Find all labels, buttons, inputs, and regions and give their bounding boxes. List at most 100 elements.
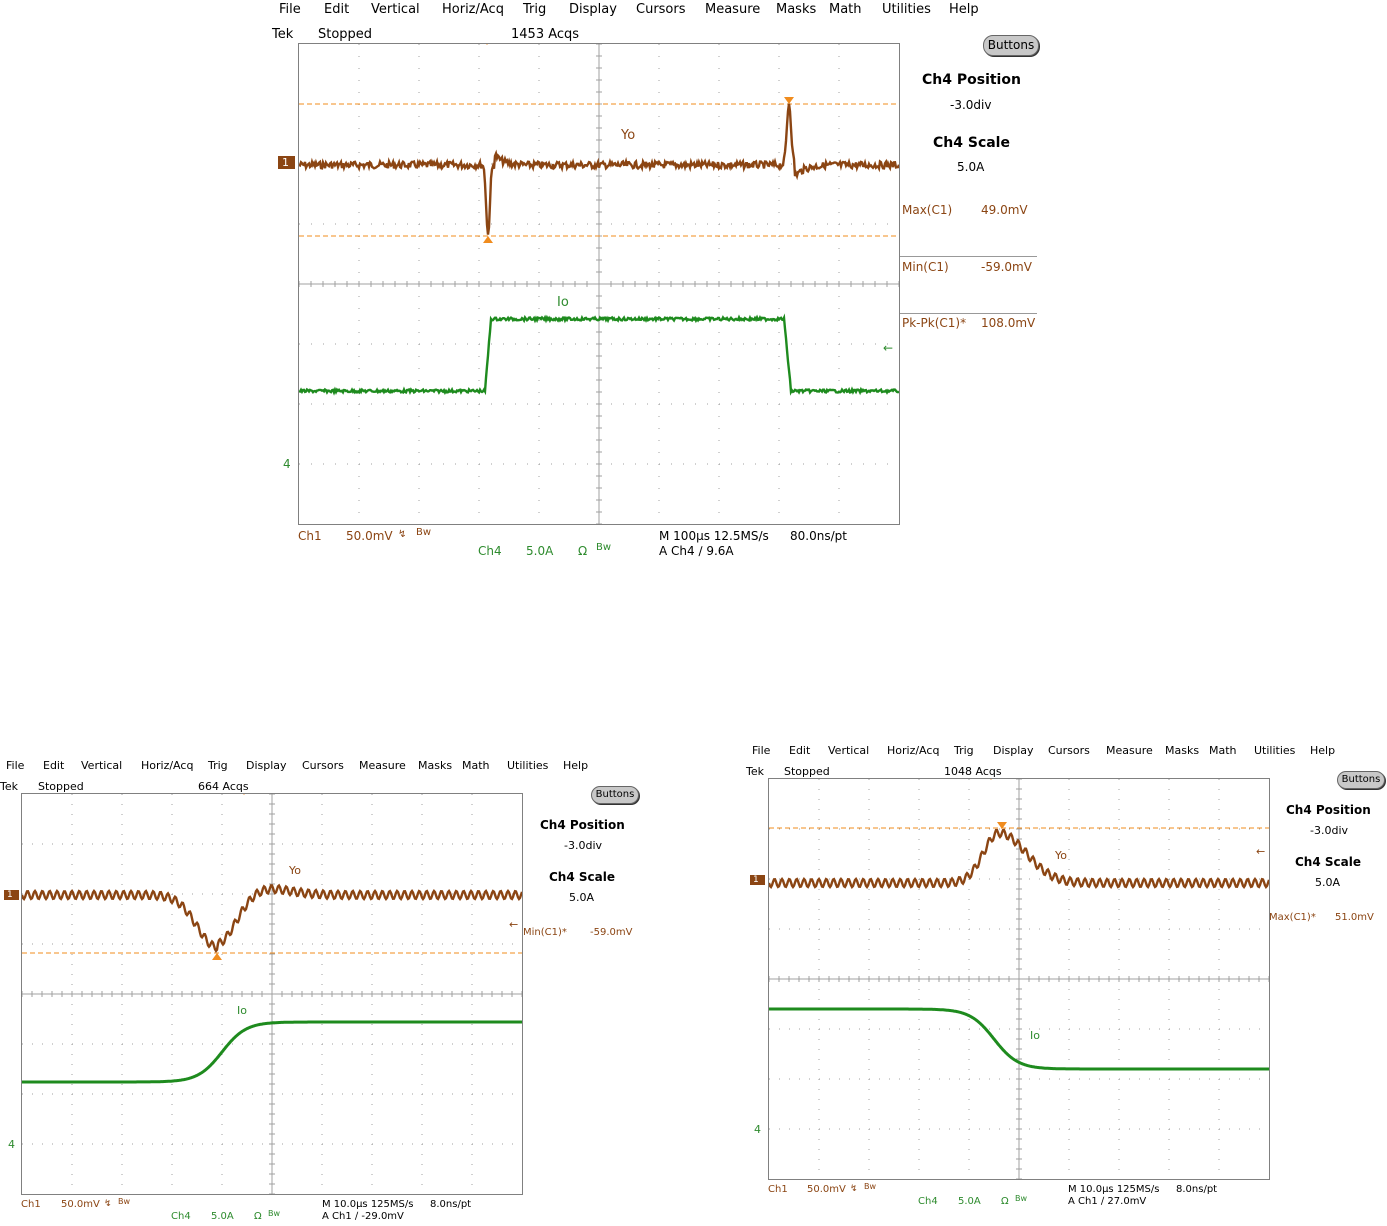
ch4-scale-readout[interactable]: 5.0A [211, 1211, 234, 1222]
ch4-scale-readout[interactable]: 5.0A [526, 544, 554, 558]
menu-math[interactable]: Math [462, 759, 490, 772]
measurement-min-name[interactable]: Min(C1) [902, 260, 949, 274]
menu-edit[interactable]: Edit [789, 744, 811, 757]
menu-display[interactable]: Display [246, 759, 287, 772]
graticule [768, 778, 1270, 1180]
menu-horiz-acq[interactable]: Horiz/Acq [442, 2, 504, 17]
menu-masks[interactable]: Masks [418, 759, 453, 772]
menu-measure[interactable]: Measure [359, 759, 406, 772]
side-panel: Ch4 Position -3.0div Ch4 Scale 5.0A [522, 810, 642, 970]
ch1-readout-label[interactable]: Ch1 [21, 1199, 41, 1210]
menu-masks[interactable]: Masks [776, 2, 817, 17]
menu-math[interactable]: Math [829, 2, 862, 17]
menu-cursors[interactable]: Cursors [1048, 744, 1090, 757]
measurement-max-name[interactable]: Max(C1) [902, 203, 953, 217]
ch1-readout-label[interactable]: Ch1 [768, 1184, 788, 1195]
ch4-ground-marker[interactable]: 4 [8, 1138, 15, 1151]
menu-measure[interactable]: Measure [705, 2, 761, 17]
ch1-trigger-level-arrow[interactable]: ← [509, 918, 519, 931]
ch1-readout-label[interactable]: Ch1 [298, 529, 322, 543]
menu-utilities[interactable]: Utilities [882, 2, 931, 17]
ch4-bw-limit-label: Bw [596, 542, 612, 553]
measurement-pkpk-name[interactable]: Pk-Pk(C1)* [902, 316, 967, 330]
menu-masks[interactable]: Masks [1165, 744, 1200, 757]
measurement-divider [900, 256, 1037, 257]
ch4-readout-label[interactable]: Ch4 [478, 544, 502, 558]
menu-edit[interactable]: Edit [43, 759, 65, 772]
ch4-scale-title: Ch4 Scale [933, 135, 1010, 151]
status-line: Tek Stopped 1048 Acqs [742, 765, 1142, 779]
readout-footer: Ch1 50.0mV ↯ Bw Ch4 5.0A Ω Bw M 10.0µs 1… [742, 1182, 1387, 1210]
ch1-scale-readout[interactable]: 50.0mV [807, 1184, 846, 1195]
acq-state: Stopped [318, 27, 373, 42]
ch4-scale-title: Ch4 Scale [549, 870, 615, 884]
timebase-readout[interactable]: M 10.0µs 125MS/s [322, 1199, 414, 1210]
ch4-readout-label[interactable]: Ch4 [918, 1196, 938, 1207]
cursor-marker [997, 822, 1007, 829]
buttons-button[interactable]: Buttons [591, 786, 639, 804]
menu-vertical[interactable]: Vertical [371, 2, 420, 17]
menu-file[interactable]: File [752, 744, 771, 757]
menu-help[interactable]: Help [949, 2, 979, 17]
menu-vertical[interactable]: Vertical [81, 759, 123, 772]
ch1-coupling-icon: ↯ [398, 529, 407, 540]
ch1-scale-readout[interactable]: 50.0mV [61, 1199, 100, 1210]
trigger-readout[interactable]: A Ch4 ∕ 9.6A [659, 544, 734, 558]
readout-footer: Ch1 50.0mV ↯ Bw Ch4 5.0A Ω Bw M 100µs 12… [0, 527, 1000, 561]
menu-help[interactable]: Help [1310, 744, 1336, 757]
scope-load-step-down-10us: File Edit Vertical Horiz/Acq Trig Displa… [742, 740, 1387, 1226]
ch4-readout-label[interactable]: Ch4 [171, 1211, 191, 1222]
menu-display[interactable]: Display [569, 2, 617, 17]
timebase-readout[interactable]: M 10.0µs 125MS/s [1068, 1184, 1160, 1195]
ch1-trigger-level-arrow[interactable]: ← [1256, 845, 1266, 858]
waveform-display [22, 794, 522, 1194]
menu-edit[interactable]: Edit [324, 2, 350, 17]
menu-trig[interactable]: Trig [954, 744, 974, 757]
ch4-impedance-icon: Ω [254, 1211, 262, 1222]
side-panel: Ch4 Position -3.0div Ch4 Scale 5.0A [1269, 795, 1387, 955]
menu-cursors[interactable]: Cursors [302, 759, 344, 772]
buttons-button[interactable]: Buttons [1337, 771, 1385, 789]
menu-cursors[interactable]: Cursors [636, 2, 686, 17]
ch1-scale-readout[interactable]: 50.0mV [346, 529, 393, 543]
menu-utilities[interactable]: Utilities [507, 759, 549, 772]
timebase-readout[interactable]: M 100µs 12.5MS/s [659, 529, 769, 543]
menu-vertical[interactable]: Vertical [828, 744, 870, 757]
resolution-readout: 8.0ns/pt [1176, 1184, 1218, 1195]
ch4-trigger-level-arrow[interactable]: ← [883, 341, 894, 355]
ch4-position-value: -3.0div [564, 839, 603, 852]
ch4-ground-marker[interactable]: 4 [754, 1123, 761, 1136]
ch4-position-value: -3.0div [950, 98, 992, 112]
menu-utilities[interactable]: Utilities [1254, 744, 1296, 757]
graticule [298, 43, 900, 525]
ch4-scale-readout[interactable]: 5.0A [958, 1196, 981, 1207]
cursor-marker [243, 794, 245, 795]
trigger-readout[interactable]: A Ch1 ∕ 27.0mV [1068, 1196, 1147, 1207]
waveform-display [299, 44, 899, 524]
menu-file[interactable]: File [279, 2, 301, 17]
menu-math[interactable]: Math [1209, 744, 1237, 757]
ch1-waveform [299, 103, 899, 235]
side-panel: Ch4 Position -3.0div Ch4 Scale 5.0A [900, 60, 1040, 360]
menu-horiz-acq[interactable]: Horiz/Acq [887, 744, 940, 757]
menu-measure[interactable]: Measure [1106, 744, 1153, 757]
trigger-readout[interactable]: A Ch1 ∕ -29.0mV [322, 1211, 404, 1222]
menu-display[interactable]: Display [993, 744, 1034, 757]
menu-help[interactable]: Help [563, 759, 589, 772]
acq-count: 664 Acqs [198, 780, 249, 793]
menu-horiz-acq[interactable]: Horiz/Acq [141, 759, 194, 772]
measurement-min-name[interactable]: Min(C1)* [523, 927, 567, 938]
ch1-trace-label: Yo [289, 864, 301, 877]
measurement-max-name[interactable]: Max(C1)* [1269, 912, 1316, 923]
ch4-ground-marker[interactable]: 4 [283, 457, 291, 471]
ch4-scale-value: 5.0A [569, 891, 595, 904]
menu-file[interactable]: File [6, 759, 25, 772]
buttons-button[interactable]: Buttons [983, 35, 1039, 56]
menu-trig[interactable]: Trig [208, 759, 228, 772]
waveform-display [769, 779, 1269, 1179]
ch1-ground-marker[interactable]: 1 [4, 890, 19, 900]
ch1-coupling-icon: ↯ [850, 1184, 858, 1194]
menu-trig[interactable]: Trig [523, 2, 547, 17]
ch1-ground-marker[interactable]: 1 [278, 156, 295, 169]
ch1-ground-marker[interactable]: 1 [750, 875, 765, 885]
